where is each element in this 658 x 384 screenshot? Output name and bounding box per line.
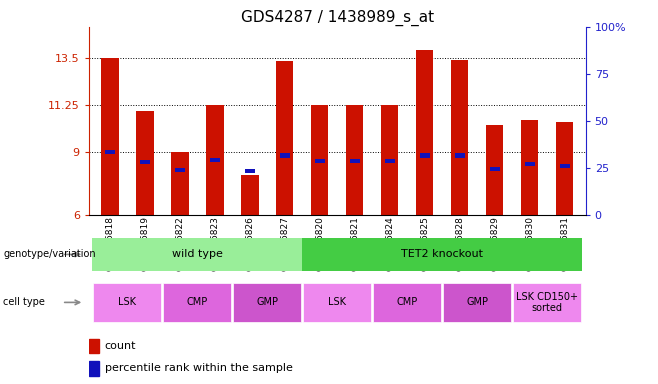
- Text: CMP: CMP: [187, 297, 208, 308]
- Bar: [455, 153, 465, 157]
- Bar: [385, 159, 395, 163]
- Bar: [276, 61, 293, 215]
- Bar: [89, 339, 99, 353]
- Bar: [443, 283, 511, 322]
- Bar: [245, 169, 255, 173]
- Text: LSK: LSK: [118, 297, 136, 308]
- Title: GDS4287 / 1438989_s_at: GDS4287 / 1438989_s_at: [241, 9, 434, 25]
- Bar: [420, 153, 430, 157]
- Bar: [560, 164, 570, 168]
- Bar: [350, 159, 360, 163]
- Bar: [524, 162, 534, 166]
- Text: GMP: GMP: [466, 297, 488, 308]
- Bar: [381, 105, 399, 215]
- Bar: [490, 167, 499, 171]
- Bar: [556, 122, 573, 215]
- Bar: [303, 283, 371, 322]
- Text: GMP: GMP: [256, 297, 278, 308]
- Bar: [163, 283, 232, 322]
- Bar: [416, 50, 434, 215]
- Bar: [521, 120, 538, 215]
- Bar: [93, 283, 161, 322]
- Text: CMP: CMP: [397, 297, 418, 308]
- Bar: [175, 168, 185, 172]
- Bar: [233, 283, 301, 322]
- Bar: [280, 153, 290, 157]
- Bar: [92, 238, 302, 271]
- Bar: [101, 58, 118, 215]
- Bar: [373, 283, 442, 322]
- Bar: [315, 159, 324, 163]
- Bar: [171, 152, 189, 215]
- Bar: [241, 175, 259, 215]
- Bar: [136, 111, 153, 215]
- Bar: [105, 150, 114, 154]
- Text: genotype/variation: genotype/variation: [3, 249, 96, 260]
- Text: cell type: cell type: [3, 297, 45, 308]
- Bar: [346, 105, 363, 215]
- Bar: [206, 105, 224, 215]
- Text: LSK: LSK: [328, 297, 346, 308]
- Text: percentile rank within the sample: percentile rank within the sample: [105, 363, 293, 373]
- Text: wild type: wild type: [172, 249, 222, 260]
- Text: count: count: [105, 341, 136, 351]
- Text: LSK CD150+
sorted: LSK CD150+ sorted: [516, 291, 578, 313]
- Bar: [513, 283, 581, 322]
- Bar: [451, 60, 468, 215]
- Bar: [140, 160, 150, 164]
- Bar: [486, 125, 503, 215]
- Bar: [210, 157, 220, 162]
- Bar: [89, 361, 99, 376]
- Bar: [311, 105, 328, 215]
- Text: TET2 knockout: TET2 knockout: [401, 249, 483, 260]
- Bar: [302, 238, 582, 271]
